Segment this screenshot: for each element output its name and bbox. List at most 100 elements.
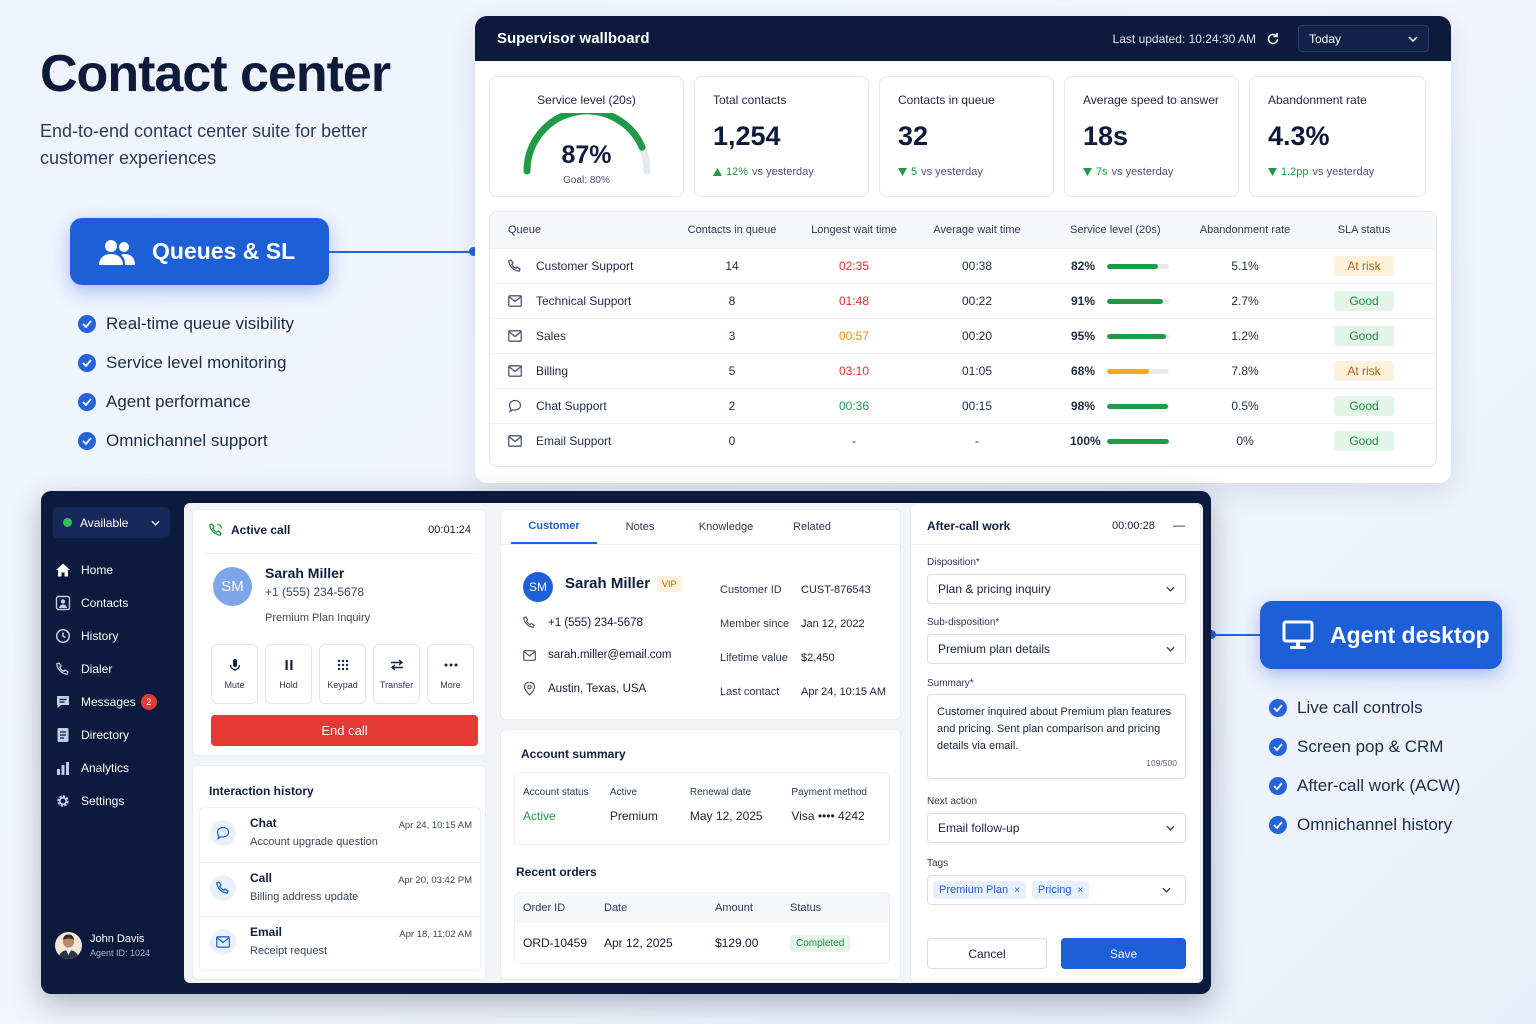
col-longest: Longest wait time <box>811 224 897 236</box>
phone-icon <box>523 616 536 629</box>
orders-col-amount: Amount <box>715 902 753 914</box>
queue-sl-value: 98% <box>1070 399 1095 413</box>
sl-progress-fill <box>1107 368 1150 374</box>
table-row[interactable]: Email Support 0 - - 100% 0% Good <box>490 423 1436 458</box>
tab-knowledge[interactable]: Knowledge <box>698 521 754 533</box>
tab-related[interactable]: Related <box>793 521 831 533</box>
active-call-card: Active call 00:01:24 SM Sarah Miller +1 … <box>192 509 486 756</box>
tags-list: Premium Plan × Pricing × <box>933 881 1156 899</box>
more-button[interactable]: More <box>427 644 474 704</box>
customer-email[interactable]: sarah.miller@email.com <box>548 649 672 661</box>
save-button[interactable]: Save <box>1061 938 1186 969</box>
supervisor-wallboard: Supervisor wallboard Last updated: 10:24… <box>475 16 1451 483</box>
table-row[interactable]: Billing 5 03:10 01:05 68% 7.8% At risk <box>490 353 1436 388</box>
control-label: Keypad <box>327 680 358 690</box>
queue-sl-cell: 68% <box>1040 364 1180 378</box>
next-action-select[interactable]: Email follow-up <box>927 813 1186 843</box>
queue-avg-wait: 00:20 <box>961 329 993 343</box>
call-timer: 00:01:24 <box>428 524 471 536</box>
last-updated: Last updated: 10:24:30 AM <box>1112 31 1256 46</box>
sidebar-item-label: Dialer <box>81 661 113 676</box>
field-value: Apr 24, 10:15 AM <box>801 686 886 698</box>
list-item[interactable]: Call Billing address update Apr 20, 03:42 … <box>200 862 480 916</box>
users-icon <box>98 238 136 266</box>
agent-profile[interactable]: John Davis Agent ID: 1024 <box>55 932 150 959</box>
refresh-icon[interactable] <box>1266 32 1280 46</box>
sl-progress-bar <box>1107 298 1169 304</box>
queue-sl-value: 95% <box>1070 329 1095 343</box>
cancel-button[interactable]: Cancel <box>927 938 1047 969</box>
tab-customer[interactable]: Customer <box>511 510 597 544</box>
agent-desktop-label: Agent desktop <box>1330 621 1490 648</box>
range-select[interactable]: Today <box>1298 25 1429 52</box>
more-icon <box>444 658 458 672</box>
caller-phone: +1 (555) 234-5678 <box>265 585 365 599</box>
mail-icon <box>210 929 236 955</box>
sidebar-item-home[interactable]: Home <box>55 553 175 586</box>
close-icon[interactable]: × <box>1077 884 1084 896</box>
messages-badge: 2 <box>140 693 157 710</box>
transfer-button[interactable]: Transfer <box>373 644 420 704</box>
queue-sl-value: 82% <box>1070 259 1095 273</box>
close-icon[interactable]: × <box>1014 884 1020 896</box>
tag-chip[interactable]: Premium Plan × <box>933 881 1026 899</box>
keypad-button[interactable]: Keypad <box>319 644 366 704</box>
tags-input[interactable]: Premium Plan × Pricing × <box>927 875 1186 905</box>
table-row[interactable]: Chat Support 2 00:36 00:15 98% 0.5% Good <box>490 388 1436 423</box>
end-call-button[interactable]: End call <box>211 715 478 746</box>
sub-disposition-select[interactable]: Premium plan details <box>927 634 1186 664</box>
check-circle-icon <box>1269 776 1287 795</box>
queue-cell: Technical Support <box>490 294 670 308</box>
tab-notes[interactable]: Notes <box>625 521 655 533</box>
kpi-value: 1,254 <box>713 121 781 151</box>
sidebar-item-label: Messages <box>81 694 136 709</box>
queues-connector <box>329 251 471 253</box>
sidebar-item-messages[interactable]: Messages 2 <box>55 685 175 718</box>
queue-name: Chat Support <box>536 399 607 413</box>
check-circle-icon <box>78 392 96 411</box>
sidebar-item-settings[interactable]: Settings <box>55 784 175 817</box>
orders-col-date: Date <box>604 902 628 914</box>
feature-label: Agent performance <box>106 391 251 411</box>
phone-icon <box>508 259 522 273</box>
sl-progress-fill <box>1107 298 1164 304</box>
disposition-select[interactable]: Plan & pricing inquiry <box>927 574 1186 604</box>
mute-button[interactable]: Mute <box>211 644 258 704</box>
sidebar-item-analytics[interactable]: Analytics <box>55 751 175 784</box>
table-row[interactable]: ORD-10459 Apr 12, 2025 $129.00 Completed <box>515 923 889 963</box>
sidebar-item-contacts[interactable]: Contacts <box>55 586 175 619</box>
col-abandon: Abandonment rate <box>1199 224 1291 236</box>
field-label: Last contact <box>720 686 780 698</box>
queue-contacts: 3 <box>728 329 736 343</box>
col-contacts: Contacts in queue <box>687 224 777 236</box>
kpi-label: Total contacts <box>713 93 787 107</box>
service-level-goal: Goal: 80% <box>563 175 610 186</box>
hold-button[interactable]: Hold <box>265 644 312 704</box>
tag-label: Pricing <box>1037 884 1072 896</box>
list-item[interactable]: Email Receipt request Apr 18, 11:02 AM <box>200 916 480 970</box>
table-row[interactable]: Customer Support 14 02:35 00:38 82% 5.1% At ri… <box>490 248 1436 283</box>
account-field-value: Premium <box>609 809 658 823</box>
sla-cell: Good <box>1310 431 1418 451</box>
kpi-delta-text: vs yesterday <box>921 166 983 178</box>
kpi-delta-value: 12% <box>726 166 749 178</box>
kpi-row: Service level (20s) 87% Goal: 80% Total … <box>475 61 1451 197</box>
minimize-icon[interactable]: — <box>1173 518 1185 532</box>
feature-item: Service level monitoring <box>78 343 294 382</box>
table-row[interactable]: Sales 3 00:57 00:20 95% 1.2% Good <box>490 318 1436 353</box>
vip-badge: VIP <box>657 576 682 592</box>
table-row[interactable]: Technical Support 8 01:48 00:22 91% 2.7% Good <box>490 283 1436 318</box>
account-field-value: Visa •••• 4242 <box>791 809 865 823</box>
service-level-label: Service level (20s) <box>537 93 636 107</box>
sidebar-item-label: Directory <box>81 727 130 742</box>
agent-name: John Davis <box>90 933 145 945</box>
status-select[interactable]: Available <box>53 507 170 538</box>
sidebar-item-dialer[interactable]: Dialer <box>55 652 175 685</box>
sidebar-item-directory[interactable]: Directory <box>55 718 175 751</box>
tag-chip[interactable]: Pricing × <box>1031 881 1090 899</box>
gauge-fill <box>523 113 646 175</box>
sidebar-item-history[interactable]: History <box>55 619 175 652</box>
summary-textarea[interactable]: Customer inquired about Premium plan fea… <box>927 694 1186 779</box>
list-item[interactable]: Chat Account upgrade question Apr 24, 10:1… <box>200 808 480 862</box>
kpi-delta: 7s vs yesterday <box>1083 166 1220 178</box>
